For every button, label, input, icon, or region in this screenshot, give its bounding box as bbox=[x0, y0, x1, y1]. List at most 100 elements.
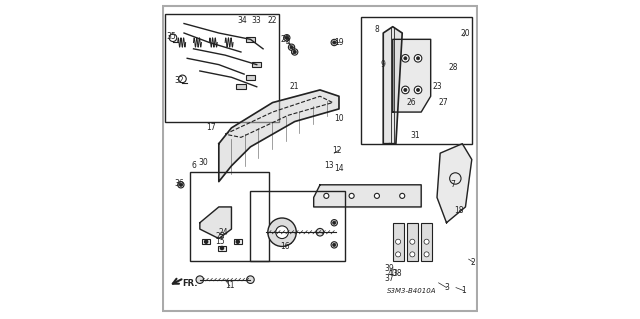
Text: 16: 16 bbox=[280, 242, 290, 251]
Text: 33: 33 bbox=[252, 16, 262, 25]
Text: 6: 6 bbox=[191, 161, 196, 170]
Circle shape bbox=[333, 41, 336, 44]
Circle shape bbox=[285, 36, 289, 39]
Circle shape bbox=[289, 44, 294, 50]
Bar bbox=[236, 84, 246, 89]
Text: 20: 20 bbox=[461, 28, 470, 38]
Text: 3: 3 bbox=[444, 283, 449, 292]
Polygon shape bbox=[437, 144, 472, 223]
Text: 18: 18 bbox=[454, 206, 464, 215]
Text: 23: 23 bbox=[432, 82, 442, 91]
Text: 37: 37 bbox=[385, 274, 394, 283]
Text: 15: 15 bbox=[216, 237, 225, 246]
Circle shape bbox=[404, 57, 407, 60]
Circle shape bbox=[333, 221, 336, 224]
Circle shape bbox=[179, 183, 182, 186]
Text: 40: 40 bbox=[388, 269, 397, 278]
Circle shape bbox=[349, 193, 354, 198]
Polygon shape bbox=[200, 207, 232, 239]
Text: 29: 29 bbox=[280, 35, 290, 44]
Circle shape bbox=[293, 50, 296, 54]
Bar bbox=[246, 37, 255, 42]
Text: 8: 8 bbox=[374, 25, 380, 34]
Circle shape bbox=[401, 86, 409, 94]
Circle shape bbox=[290, 46, 293, 49]
Bar bbox=[202, 239, 210, 244]
Circle shape bbox=[424, 239, 429, 244]
Text: 17: 17 bbox=[206, 123, 216, 132]
Circle shape bbox=[246, 276, 254, 284]
Bar bbox=[250, 191, 346, 261]
Circle shape bbox=[331, 39, 337, 46]
Text: 39: 39 bbox=[385, 264, 394, 273]
Text: 12: 12 bbox=[333, 145, 342, 154]
Text: FR.: FR. bbox=[182, 279, 198, 288]
Text: 11: 11 bbox=[225, 281, 235, 291]
Circle shape bbox=[331, 219, 337, 226]
Bar bbox=[407, 223, 418, 261]
Circle shape bbox=[196, 276, 204, 284]
Circle shape bbox=[396, 239, 401, 244]
Circle shape bbox=[396, 252, 401, 257]
Circle shape bbox=[401, 55, 409, 62]
Circle shape bbox=[374, 193, 380, 198]
Circle shape bbox=[316, 228, 324, 236]
Text: 38: 38 bbox=[393, 269, 403, 278]
Text: 34: 34 bbox=[237, 16, 248, 25]
Circle shape bbox=[220, 247, 223, 250]
Polygon shape bbox=[314, 185, 421, 207]
Text: 7: 7 bbox=[451, 180, 455, 189]
Bar bbox=[165, 14, 279, 122]
Circle shape bbox=[268, 218, 296, 247]
Text: 21: 21 bbox=[290, 82, 300, 91]
Text: 1: 1 bbox=[461, 286, 467, 295]
Text: 30: 30 bbox=[198, 158, 208, 167]
Text: 5: 5 bbox=[291, 48, 296, 56]
Text: 4: 4 bbox=[286, 38, 291, 47]
Polygon shape bbox=[219, 90, 339, 182]
Circle shape bbox=[400, 193, 404, 198]
Text: 13: 13 bbox=[324, 161, 334, 170]
Text: S3M3-B4010A: S3M3-B4010A bbox=[387, 288, 436, 294]
Bar bbox=[421, 223, 432, 261]
Circle shape bbox=[331, 242, 337, 248]
Circle shape bbox=[236, 240, 239, 243]
Bar bbox=[234, 239, 241, 244]
Text: 27: 27 bbox=[438, 98, 448, 107]
Text: 25: 25 bbox=[216, 233, 225, 241]
Bar bbox=[361, 17, 472, 144]
Text: 35: 35 bbox=[166, 32, 176, 41]
Polygon shape bbox=[393, 39, 431, 112]
Text: 24: 24 bbox=[219, 228, 228, 237]
Text: 32: 32 bbox=[175, 76, 184, 85]
Text: 10: 10 bbox=[334, 114, 344, 123]
Circle shape bbox=[414, 55, 422, 62]
Circle shape bbox=[404, 88, 407, 92]
Circle shape bbox=[410, 239, 415, 244]
Text: 14: 14 bbox=[334, 165, 344, 174]
Text: 9: 9 bbox=[381, 60, 386, 69]
Circle shape bbox=[205, 240, 208, 243]
Circle shape bbox=[292, 49, 298, 55]
Bar bbox=[246, 75, 255, 80]
Text: 19: 19 bbox=[334, 38, 344, 47]
Bar bbox=[252, 62, 262, 67]
Text: 26: 26 bbox=[407, 98, 417, 107]
Text: 2: 2 bbox=[471, 258, 476, 267]
Text: 28: 28 bbox=[448, 63, 458, 72]
Text: 36: 36 bbox=[175, 179, 184, 188]
Circle shape bbox=[424, 252, 429, 257]
Bar bbox=[218, 246, 226, 250]
Circle shape bbox=[410, 252, 415, 257]
Text: 22: 22 bbox=[268, 16, 277, 25]
Circle shape bbox=[178, 182, 184, 188]
Polygon shape bbox=[383, 27, 402, 144]
Circle shape bbox=[276, 226, 289, 239]
Circle shape bbox=[417, 88, 420, 92]
Circle shape bbox=[417, 57, 420, 60]
Circle shape bbox=[284, 34, 290, 41]
Circle shape bbox=[324, 193, 329, 198]
Circle shape bbox=[414, 86, 422, 94]
Text: 31: 31 bbox=[410, 131, 420, 140]
Circle shape bbox=[333, 243, 336, 247]
